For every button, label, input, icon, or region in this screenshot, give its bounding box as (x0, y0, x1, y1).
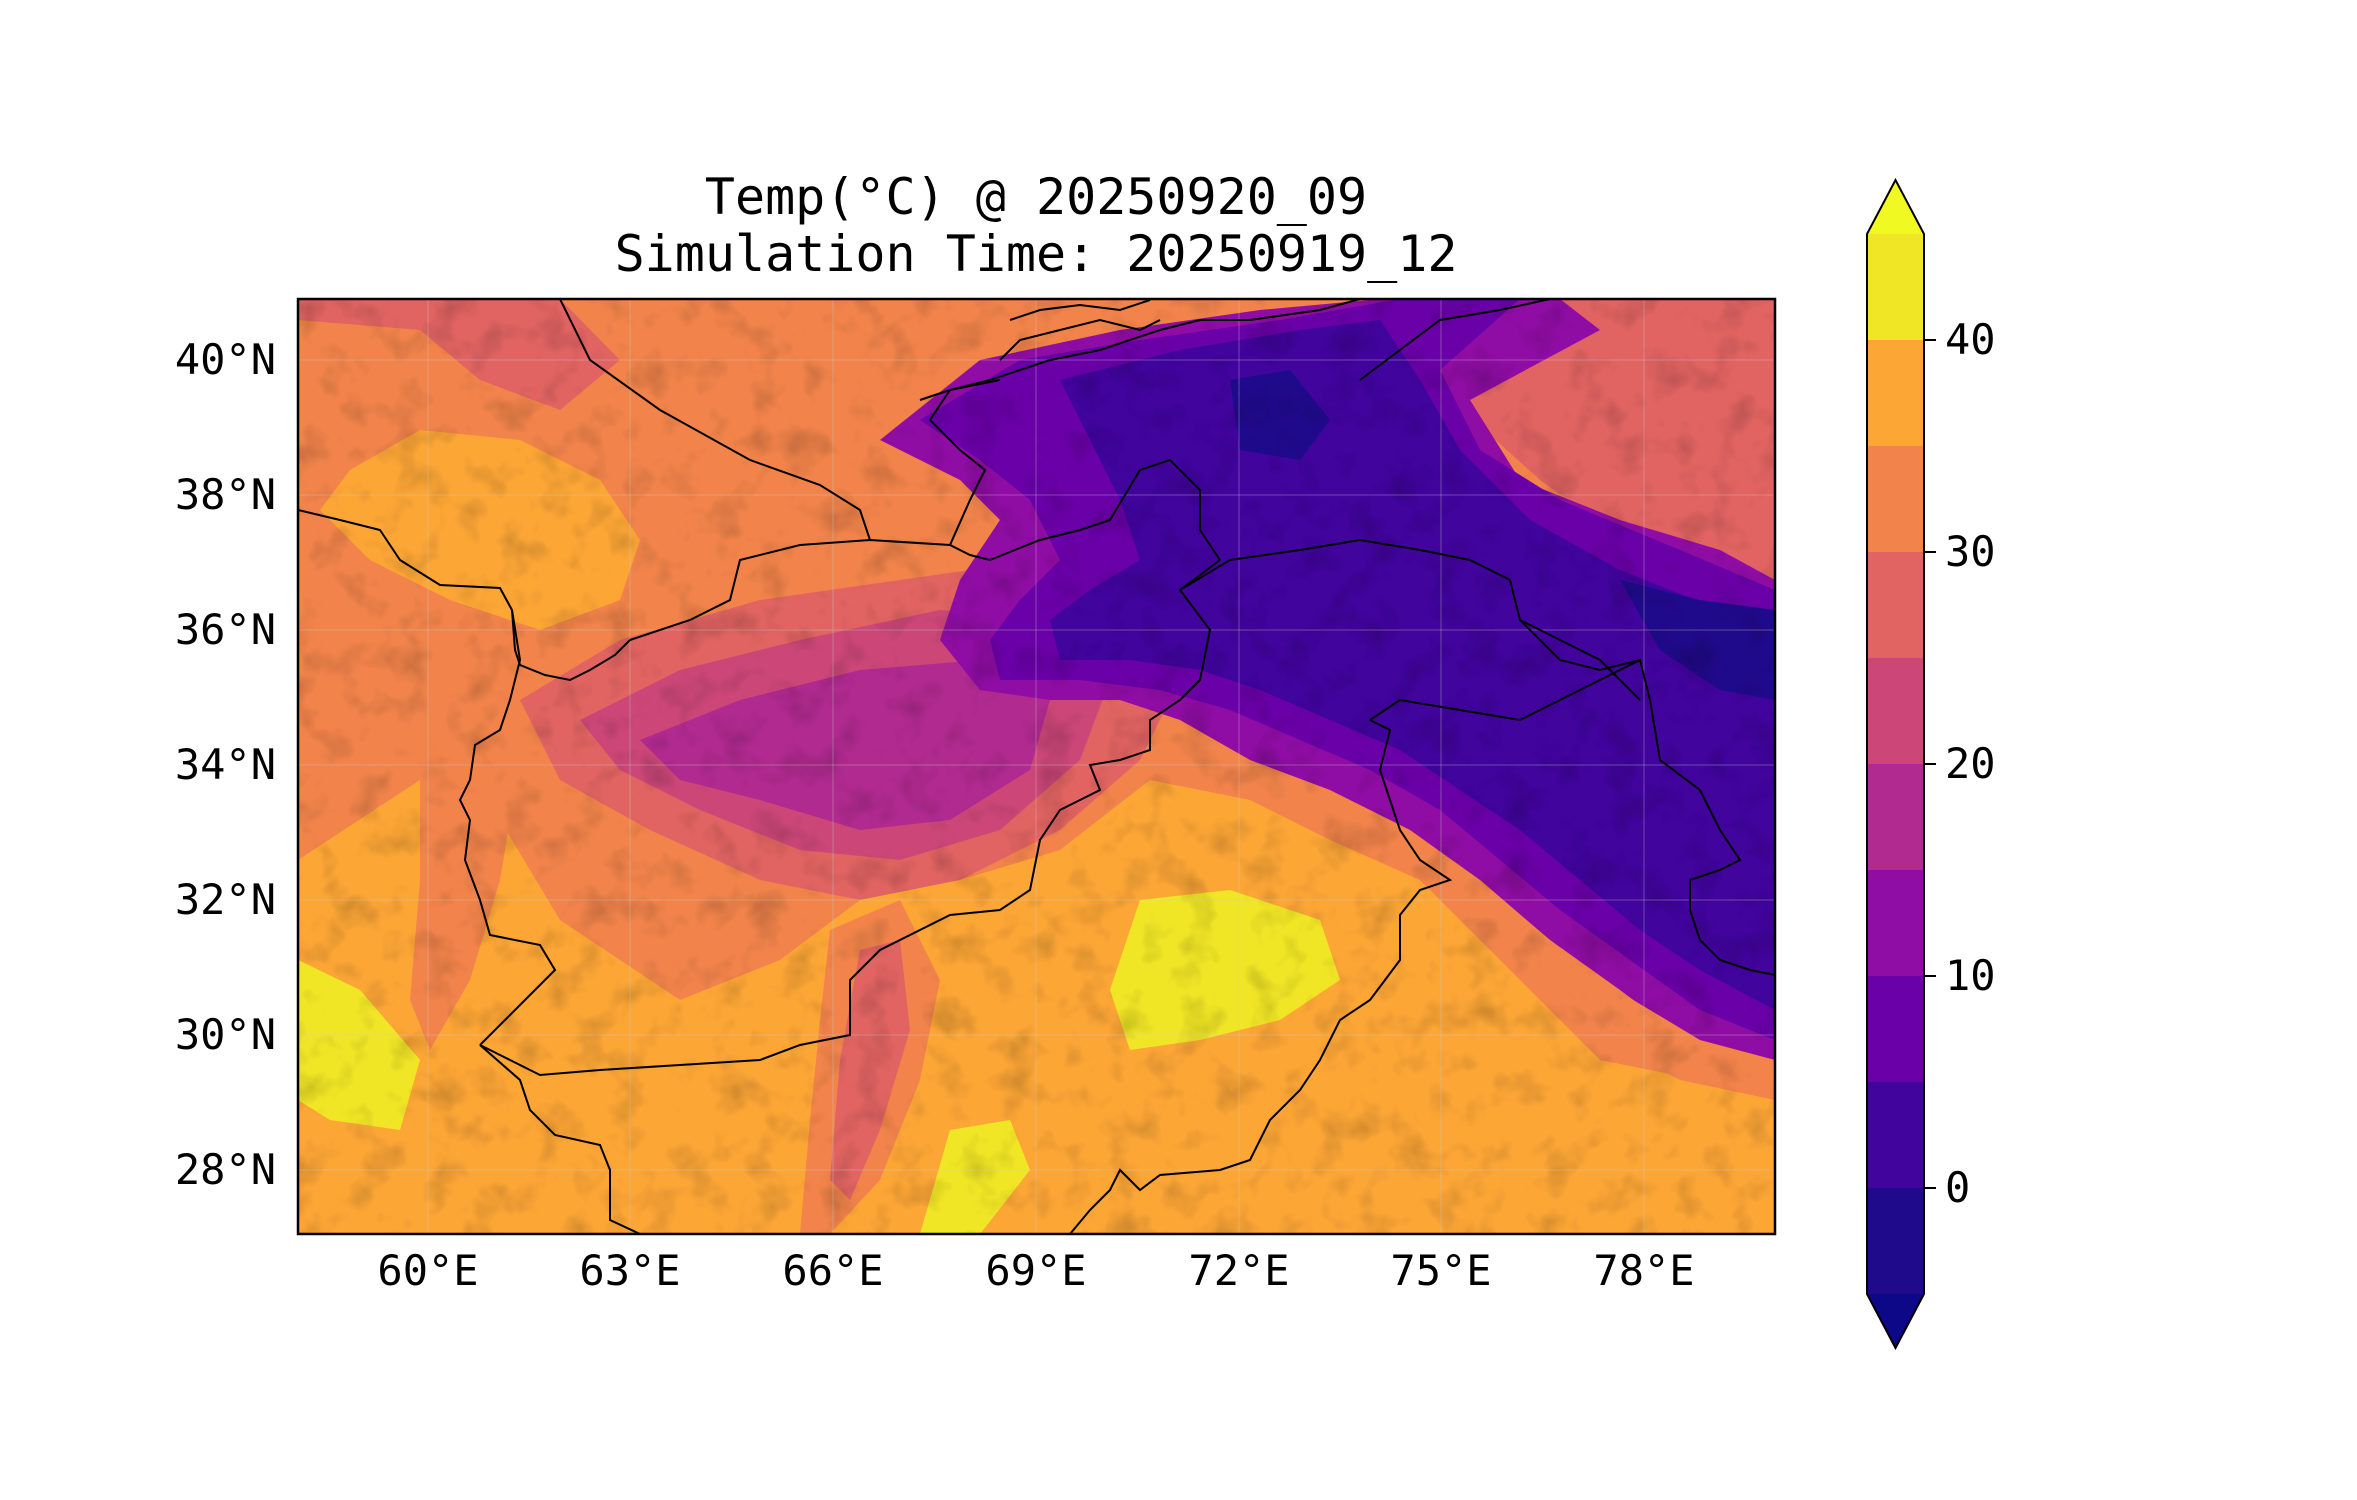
border-tibet-india (1519, 619, 1641, 701)
border-turkmenistan-uzbekistan (559, 299, 871, 541)
x-tick-72E: 72°E (1188, 1246, 1289, 1295)
colorbar-segment (1867, 658, 1924, 764)
y-tick-28N: 28°N (175, 1145, 276, 1194)
title-line-2: Simulation Time: 20250919_12 (615, 225, 1458, 283)
colorbar-under-triangle (1867, 1294, 1924, 1348)
colorbar-segment (1867, 1082, 1924, 1188)
x-tick-60E: 60°E (377, 1246, 478, 1295)
x-tick-66E: 66°E (782, 1246, 883, 1295)
contour-texture (298, 299, 1775, 1234)
colorbar-label-40: 40 (1945, 315, 1996, 364)
y-axis-labels: 40°N 38°N 36°N 34°N 32°N 30°N 28°N (175, 335, 276, 1194)
colorbar-segment (1867, 764, 1924, 870)
map-frame (296, 297, 1777, 1236)
border-afghanistan-north (629, 458, 1221, 641)
colorbar-segment (1867, 1188, 1924, 1294)
y-tick-32N: 32°N (175, 875, 276, 924)
border-kashmir-loc (1369, 658, 1775, 976)
x-tick-78E: 78°E (1593, 1246, 1694, 1295)
colorbar-ticks (1924, 339, 1936, 1189)
colorbar-segment (1867, 234, 1924, 340)
colorbar-label-30: 30 (1945, 527, 1996, 576)
colorbar-segment (1867, 340, 1924, 446)
border-uzbekistan-tajikistan (919, 318, 1161, 401)
colorbar-segment (1867, 552, 1924, 658)
gridlines (298, 299, 1775, 1234)
y-tick-30N: 30°N (175, 1010, 276, 1059)
y-tick-36N: 36°N (175, 605, 276, 654)
border-fergana (1009, 299, 1151, 321)
x-tick-75E: 75°E (1390, 1246, 1491, 1295)
colorbar-label-0: 0 (1945, 1163, 1970, 1212)
temperature-map (298, 299, 1775, 1234)
border-iran-pakistan (479, 1044, 641, 1234)
colorbar-label-20: 20 (1945, 739, 1996, 788)
x-tick-63E: 63°E (579, 1246, 680, 1295)
colorbar-segment (1867, 976, 1924, 1082)
y-tick-38N: 38°N (175, 470, 276, 519)
colorbar-segments (1867, 234, 1924, 1294)
border-afghanistan-pakistan (479, 559, 1221, 1077)
colorbar-segment (1867, 870, 1924, 976)
colorbar-label-10: 10 (1945, 951, 1996, 1000)
border-pakistan-india (1069, 719, 1453, 1234)
country-borders (298, 299, 1775, 1234)
x-tick-69E: 69°E (985, 1246, 1086, 1295)
colorbar: 40 30 20 10 0 (1866, 177, 1996, 1351)
x-axis-labels: 60°E 63°E 66°E 69°E 72°E 75°E 78°E (377, 1246, 1694, 1295)
y-tick-34N: 34°N (175, 740, 276, 789)
y-tick-40N: 40°N (175, 335, 276, 384)
colorbar-over-triangle (1867, 180, 1924, 234)
chart-title: Temp(°C) @ 20250920_09 Simulation Time: … (615, 168, 1458, 283)
colorbar-segment (1867, 446, 1924, 552)
border-afghanistan-iran (458, 609, 557, 1046)
border-kyrgyzstan-china (1200, 299, 1551, 381)
border-iran-turkmenistan (298, 509, 631, 682)
border-pakistan-china (1179, 538, 1641, 672)
colorbar-outline (1866, 177, 1925, 1351)
title-line-1: Temp(°C) @ 20250920_09 (705, 168, 1367, 226)
